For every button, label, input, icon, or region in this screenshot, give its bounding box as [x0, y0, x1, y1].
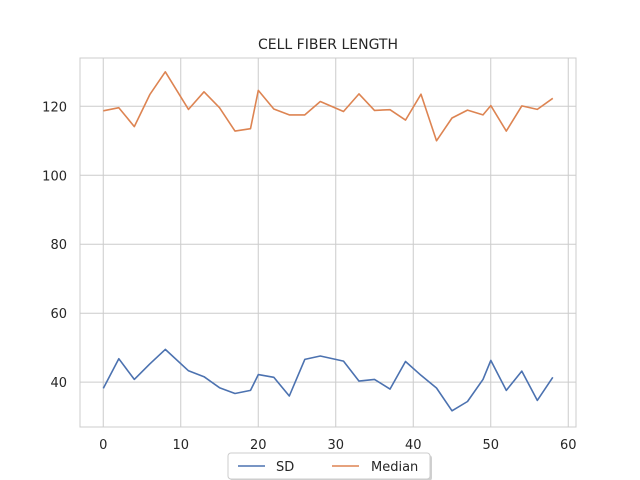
- x-tick-label: 40: [405, 438, 422, 453]
- series-lines: [102, 71, 554, 412]
- chart-title: CELL FIBER LENGTH: [258, 37, 398, 53]
- x-tick-label: 30: [327, 438, 344, 453]
- y-tick-label: 120: [42, 100, 67, 115]
- x-tick-label: 50: [482, 438, 499, 453]
- legend-label-sd: SD: [276, 460, 294, 475]
- x-tick-label: 0: [99, 438, 107, 453]
- x-axis-ticks: 0 10 20 30 40 50 60: [99, 438, 576, 453]
- x-tick-label: 60: [560, 438, 577, 453]
- plot-background: [80, 58, 576, 427]
- series-line-median: [103, 71, 554, 142]
- y-tick-label: 100: [42, 169, 67, 184]
- x-tick-label: 10: [172, 438, 189, 453]
- y-axis-ticks: 40 60 80 100 120: [42, 100, 67, 391]
- legend-label-median: Median: [371, 460, 418, 475]
- series-line-sd: [102, 348, 554, 412]
- legend-box: [227, 452, 431, 480]
- x-tick-label: 20: [250, 438, 267, 453]
- y-tick-label: 80: [50, 238, 67, 253]
- legend: SD Median: [227, 452, 432, 480]
- y-tick-label: 60: [50, 307, 67, 322]
- plot-frame: [79, 57, 577, 428]
- grid-lines: [80, 58, 576, 427]
- y-tick-label: 40: [50, 376, 67, 391]
